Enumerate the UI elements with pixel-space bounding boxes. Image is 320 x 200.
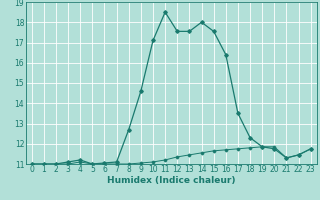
X-axis label: Humidex (Indice chaleur): Humidex (Indice chaleur) xyxy=(107,176,236,185)
